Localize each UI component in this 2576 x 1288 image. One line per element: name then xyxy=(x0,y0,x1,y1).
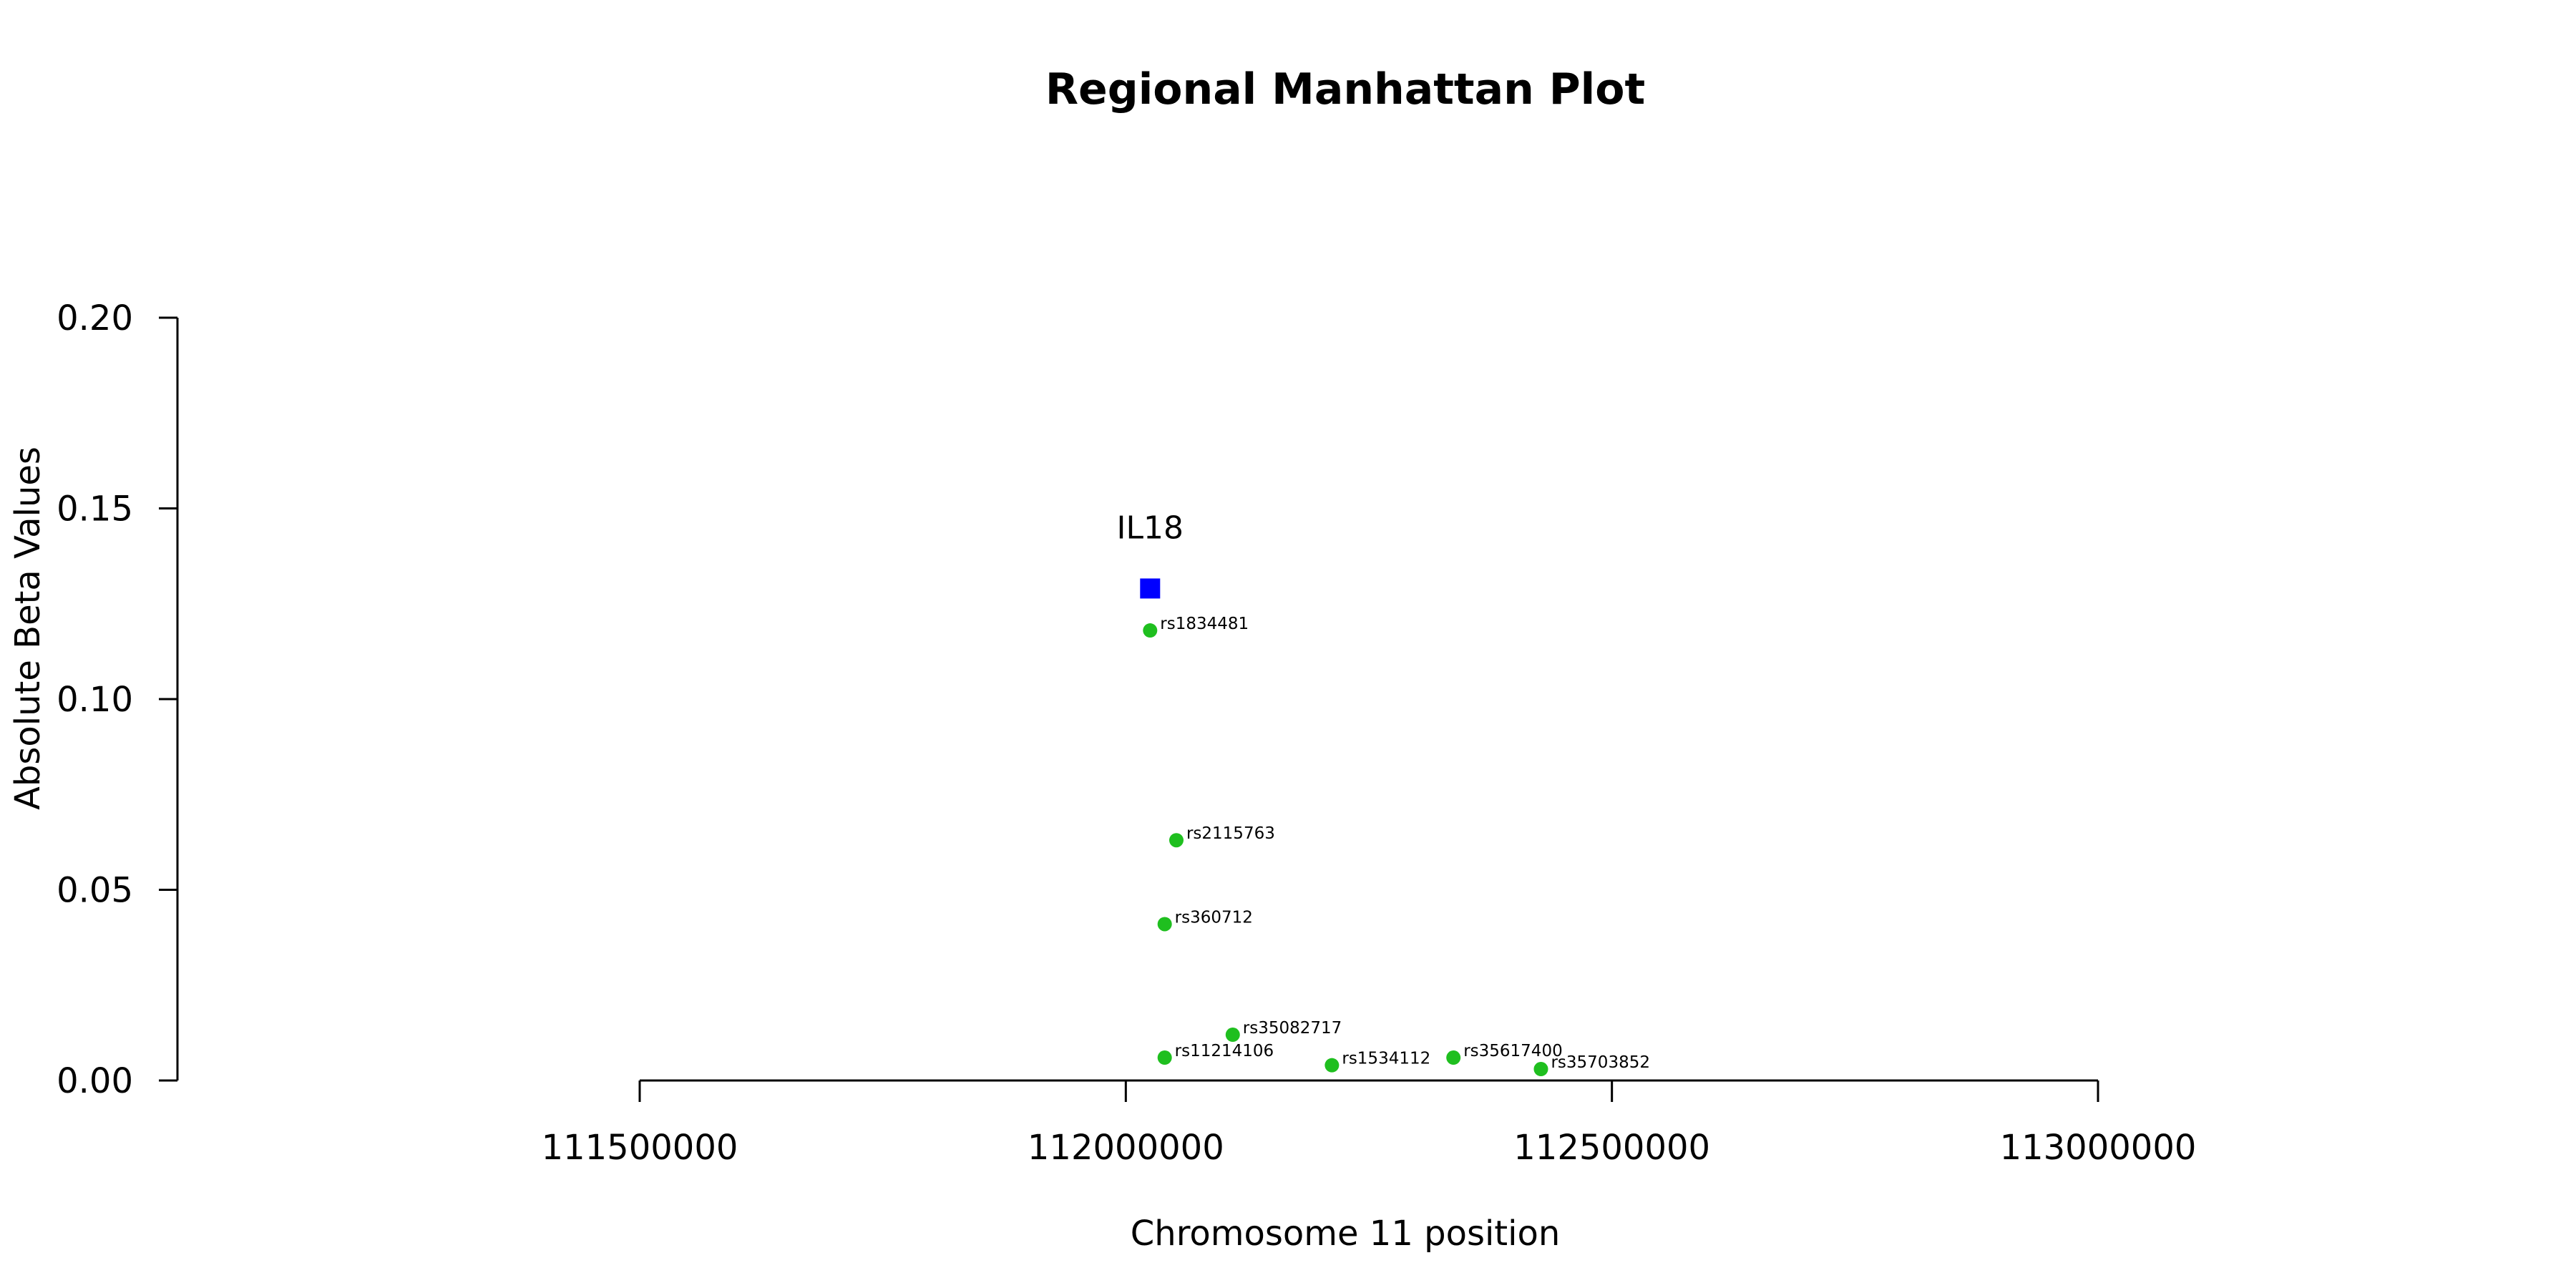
gene-marker: IL18 xyxy=(1117,509,1184,599)
snp-point xyxy=(1157,917,1172,932)
snp-point xyxy=(1324,1058,1340,1073)
snp-point xyxy=(1169,833,1184,848)
y-axis-label: Absolute Beta Values xyxy=(8,447,48,810)
x-axis-label: Chromosome 11 position xyxy=(1131,1214,1561,1254)
snp-label: rs35082717 xyxy=(1243,1019,1342,1038)
y-tick-label: 0.00 xyxy=(57,1061,133,1101)
y-tick-label: 0.05 xyxy=(57,871,133,911)
gene-square xyxy=(1140,578,1161,599)
snp-label: rs2115763 xyxy=(1186,824,1275,843)
snp-label: rs35617400 xyxy=(1463,1042,1563,1060)
snp-point xyxy=(1143,623,1158,638)
x-tick-label: 111500000 xyxy=(542,1128,738,1168)
snp-point xyxy=(1533,1062,1548,1077)
x-axis: 111500000 112000000 112500000 113000000 xyxy=(542,1079,2197,1168)
snp-label: rs360712 xyxy=(1175,908,1253,927)
snp-label: rs11214106 xyxy=(1175,1042,1274,1060)
snp-point xyxy=(1157,1050,1172,1065)
snp-point xyxy=(1225,1028,1240,1043)
snp-label: rs1534112 xyxy=(1342,1050,1430,1068)
snp-label: rs1834481 xyxy=(1160,615,1249,633)
y-axis: 0.00 0.05 0.10 0.15 0.20 xyxy=(57,298,179,1101)
chart-title: Regional Manhattan Plot xyxy=(1045,64,1645,114)
gene-label: IL18 xyxy=(1117,509,1184,546)
x-tick-label: 112000000 xyxy=(1028,1128,1224,1168)
snp-point xyxy=(1446,1050,1461,1065)
y-tick-label: 0.20 xyxy=(57,298,133,338)
snp-points: rs1834481 rs2115763 rs360712 rs35082717 rs11… xyxy=(1143,615,1650,1077)
y-tick-label: 0.15 xyxy=(57,489,133,530)
x-tick-label: 113000000 xyxy=(2000,1128,2197,1168)
x-tick-label: 112500000 xyxy=(1513,1128,1710,1168)
y-tick-label: 0.10 xyxy=(57,680,133,720)
snp-label: rs35703852 xyxy=(1551,1053,1650,1072)
